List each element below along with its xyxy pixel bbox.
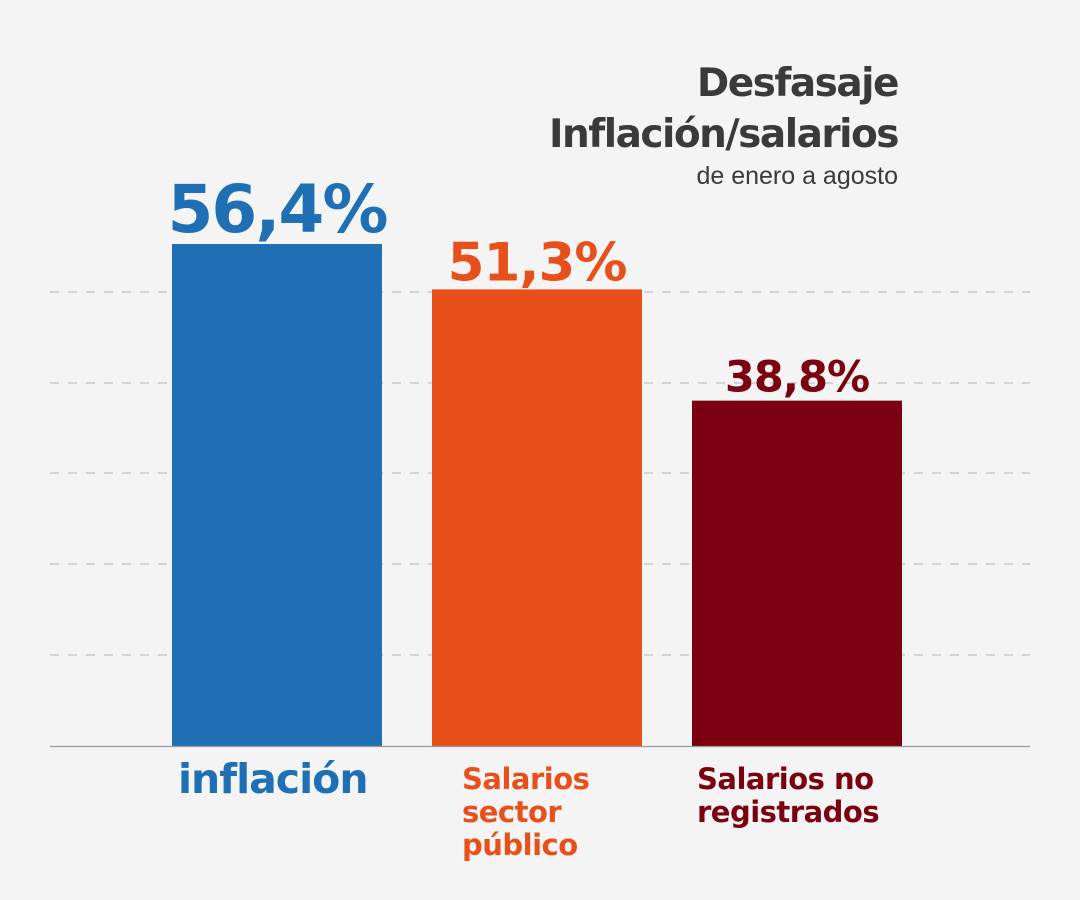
value-label-1: 56,4% <box>168 171 388 248</box>
chart-subtitle: de enero a agosto <box>696 162 898 190</box>
chart-title-block: Desfasaje Inflación/salarios de enero a … <box>548 58 900 192</box>
category-label-salarios-sector-publico: Salarios sector público <box>462 763 642 862</box>
value-label-2: 51,3% <box>448 232 627 293</box>
category-label-line: Salarios <box>462 762 590 796</box>
bar-3 <box>692 400 902 746</box>
category-label-line: registrados <box>697 795 880 829</box>
bar-1 <box>172 244 382 746</box>
category-label-line: sector <box>462 795 562 829</box>
category-label-inflacion: inflación <box>178 755 369 803</box>
value-label-3: 38,8% <box>725 353 869 403</box>
category-label-line: público <box>462 828 578 862</box>
chart-title-line-2: Inflación/salarios <box>548 112 900 157</box>
chart-title-line-1: Desfasaje <box>696 61 900 106</box>
category-label-salarios-no-registrados: Salarios no registrados <box>697 763 937 829</box>
category-label-line: inflación <box>178 755 369 803</box>
category-label-line: Salarios no <box>697 762 874 796</box>
bar-2 <box>432 289 642 746</box>
